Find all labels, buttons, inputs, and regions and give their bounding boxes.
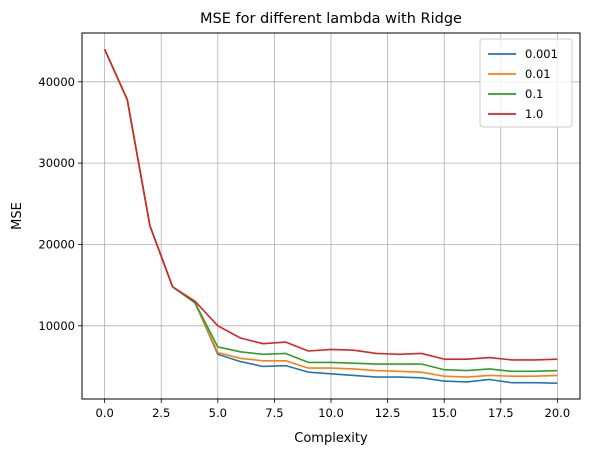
chart-title: MSE for different lambda with Ridge xyxy=(200,11,462,27)
legend: 0.001 0.01 0.1 1.0 xyxy=(479,38,573,128)
x-tick-label: 12.5 xyxy=(375,406,401,420)
x-tick-label: 20.0 xyxy=(545,406,571,420)
legend-label: 1.0 xyxy=(525,107,543,121)
x-tick-label: 0.0 xyxy=(95,406,113,420)
y-axis-label: MSE xyxy=(10,202,25,230)
x-tick-label: 7.5 xyxy=(265,406,283,420)
legend-box xyxy=(479,38,573,128)
x-tick-label: 15.0 xyxy=(431,406,457,420)
series-line-1.0 xyxy=(103,48,558,361)
series-lines xyxy=(103,48,558,384)
y-tick-label: 10000 xyxy=(38,319,75,333)
x-tick-label: 2.5 xyxy=(152,406,170,420)
x-tick-label: 17.5 xyxy=(488,406,514,420)
legend-label: 0.001 xyxy=(525,47,558,61)
x-axis-label: Complexity xyxy=(294,431,368,446)
x-tick-label: 10.0 xyxy=(318,406,344,420)
y-tick-label: 30000 xyxy=(38,156,75,170)
x-tick-label: 5.0 xyxy=(209,406,227,420)
legend-label: 0.1 xyxy=(525,87,543,101)
axis-ticks: 0.0 2.5 5.0 7.5 10.0 12.5 15.0 17.5 20.0 10000 200… xyxy=(38,75,570,420)
legend-label: 0.01 xyxy=(525,67,551,81)
y-tick-label: 40000 xyxy=(38,75,75,89)
y-tick-label: 20000 xyxy=(38,237,75,251)
